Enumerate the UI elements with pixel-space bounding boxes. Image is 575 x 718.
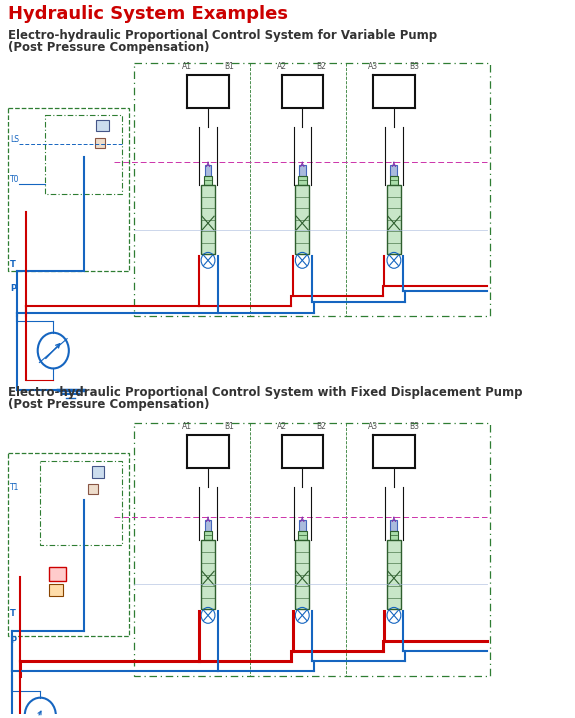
Text: B3: B3: [409, 62, 419, 71]
Bar: [92, 465, 104, 477]
Text: (Post Pressure Compensation): (Post Pressure Compensation): [8, 398, 210, 411]
Bar: [205, 165, 212, 176]
Text: Hydraulic System Examples: Hydraulic System Examples: [8, 5, 288, 24]
Bar: [205, 520, 212, 531]
Text: T1: T1: [10, 483, 20, 493]
Bar: [40, 461, 122, 545]
Text: T: T: [10, 610, 16, 618]
Bar: [387, 540, 401, 610]
Bar: [49, 567, 66, 581]
Bar: [390, 165, 397, 176]
Text: P: P: [10, 284, 16, 293]
Bar: [201, 185, 215, 254]
Bar: [8, 108, 129, 271]
Text: LS: LS: [10, 135, 19, 144]
Text: B2: B2: [316, 62, 326, 71]
Bar: [390, 531, 398, 540]
Text: B2: B2: [316, 422, 326, 431]
Bar: [8, 453, 129, 636]
Text: A1: A1: [182, 62, 192, 71]
Bar: [201, 540, 215, 610]
Bar: [95, 139, 105, 149]
Bar: [133, 63, 490, 316]
Text: T0: T0: [10, 175, 20, 184]
Bar: [296, 185, 309, 254]
Bar: [390, 520, 397, 531]
Bar: [299, 165, 306, 176]
Bar: [390, 176, 398, 185]
Text: B1: B1: [224, 422, 233, 431]
Text: A1: A1: [182, 422, 192, 431]
Bar: [298, 531, 306, 540]
Bar: [299, 520, 306, 531]
Bar: [296, 540, 309, 610]
Text: T: T: [10, 261, 16, 269]
Bar: [49, 584, 63, 595]
Bar: [133, 423, 490, 676]
Bar: [204, 531, 212, 540]
Text: A3: A3: [368, 422, 378, 431]
Bar: [97, 119, 109, 131]
Text: Electro-hydraulic Proportional Control System with Fixed Displacement Pump: Electro-hydraulic Proportional Control S…: [8, 386, 523, 399]
Bar: [298, 176, 306, 185]
Text: A2: A2: [277, 422, 288, 431]
Bar: [387, 185, 401, 254]
Text: B1: B1: [224, 62, 233, 71]
Text: A2: A2: [277, 62, 288, 71]
Text: Electro-hydraulic Proportional Control System for Variable Pump: Electro-hydraulic Proportional Control S…: [8, 29, 438, 42]
Bar: [88, 485, 98, 495]
Text: A3: A3: [368, 62, 378, 71]
Text: P: P: [10, 636, 16, 645]
Bar: [204, 176, 212, 185]
Text: (Post Pressure Compensation): (Post Pressure Compensation): [8, 41, 210, 54]
Text: B3: B3: [409, 422, 419, 431]
Bar: [45, 115, 122, 194]
